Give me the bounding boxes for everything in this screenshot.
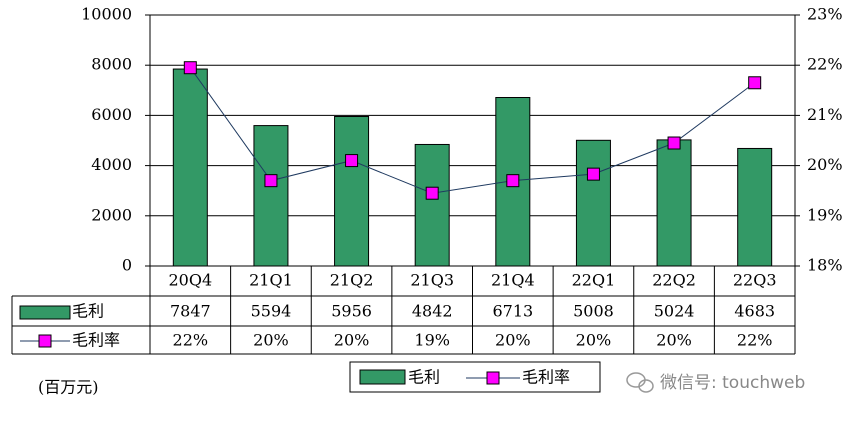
table-cell: 4842 (412, 302, 453, 321)
table-cell: 5594 (251, 302, 292, 321)
marker (506, 174, 520, 188)
y2-tick-label: 23% (807, 5, 843, 24)
bar (414, 143, 450, 267)
y-tick-label: 8000 (91, 55, 132, 74)
table-cell: 20% (334, 331, 370, 350)
table-cell: 19% (414, 331, 450, 350)
x-tick-label: 22Q1 (572, 271, 616, 290)
marker (586, 167, 600, 181)
legend-swatch-marker (38, 334, 52, 348)
watermark-icon (626, 372, 654, 393)
legend-label: 毛利率 (522, 368, 570, 387)
marker (667, 136, 681, 150)
watermark: 微信号: touchweb (660, 373, 805, 393)
plot-frame (149, 14, 796, 267)
x-tick-label: 20Q4 (168, 271, 212, 290)
y-tick-label: 0 (122, 256, 132, 275)
bar (737, 147, 773, 267)
table-cell: 7847 (170, 302, 211, 321)
legend-swatch-marker (486, 371, 500, 385)
unit-note: (百万元) (38, 378, 99, 397)
marker (748, 76, 762, 90)
y2-tick-label: 21% (807, 105, 843, 124)
y-tick-label: 4000 (91, 155, 132, 174)
bar (334, 116, 370, 267)
y-tick-label: 10000 (81, 5, 132, 24)
x-tick-label: 21Q1 (249, 271, 293, 290)
table-cell: 20% (656, 331, 692, 350)
table-cell: 22% (737, 331, 773, 350)
bar (656, 139, 692, 267)
marker (183, 61, 197, 75)
legend-swatch (19, 305, 71, 320)
table-cell: 20% (253, 331, 289, 350)
x-tick-label: 21Q3 (410, 271, 454, 290)
y2-tick-label: 18% (807, 256, 843, 275)
bar (172, 68, 208, 267)
table-cell: 5008 (573, 302, 614, 321)
line (189, 67, 755, 194)
table-cell: 20% (576, 331, 612, 350)
legend-label: 毛利 (408, 368, 440, 387)
x-tick-label: 22Q2 (652, 271, 696, 290)
marker (264, 174, 278, 188)
table-cell: 4683 (734, 302, 775, 321)
x-tick-label: 21Q2 (330, 271, 374, 290)
marker (345, 154, 359, 168)
table-cell: 5024 (654, 302, 695, 321)
y2-tick-label: 19% (807, 205, 843, 224)
table-cell: 5956 (331, 302, 372, 321)
row-header: 毛利 (72, 302, 104, 321)
marker (425, 186, 439, 200)
y2-tick-label: 22% (807, 55, 843, 74)
table-cell: 20% (495, 331, 531, 350)
y-tick-label: 2000 (91, 205, 132, 224)
x-tick-label: 21Q4 (491, 271, 535, 290)
legend-swatch (359, 369, 406, 385)
y2-tick-label: 20% (807, 155, 843, 174)
bar (575, 139, 611, 267)
x-tick-label: 22Q3 (733, 271, 777, 290)
row-header: 毛利率 (72, 331, 120, 350)
bar (253, 125, 289, 267)
table-cell: 6713 (492, 302, 533, 321)
y-tick-label: 6000 (91, 105, 132, 124)
table-cell: 22% (173, 331, 209, 350)
